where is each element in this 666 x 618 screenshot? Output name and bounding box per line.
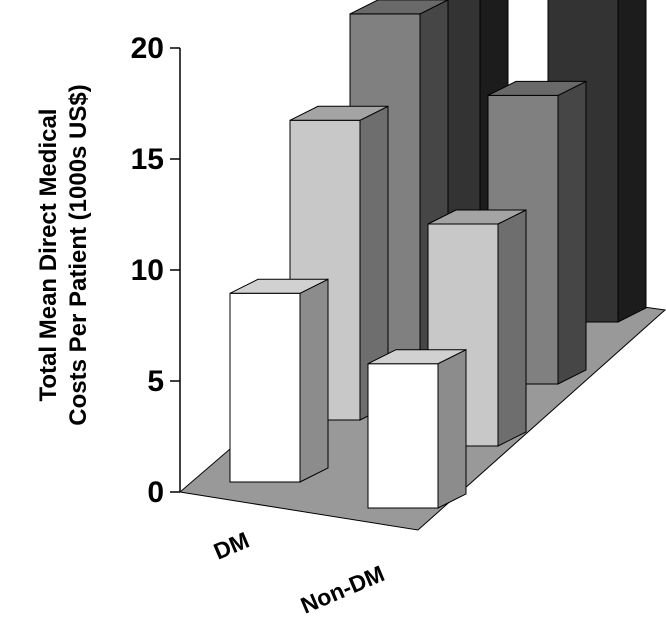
y-tick-label: 5 [147,365,164,398]
y-tick-label: 0 [147,476,164,509]
bar-top [427,209,527,225]
bar [229,278,329,483]
bar-top [367,349,467,365]
category-label-dm: DM [210,527,253,565]
y-tick-label: 20 [131,32,164,65]
y-axis: 0 5 10 15 20 [131,32,181,509]
y-axis-title: Total Mean Direct Medical Costs Per Pati… [35,84,92,425]
category-labels: DM Non-DM [210,527,388,618]
bars [229,0,647,509]
bar-side [617,0,647,323]
bar-side [437,348,467,509]
bar-front [367,363,439,509]
bar-top [349,0,449,15]
bar-side [497,209,527,447]
bar-side [557,80,587,385]
y-axis-title-line-2: Costs Per Patient (1000s US$) [65,84,92,425]
bar-top [487,80,587,96]
bar-front [229,292,301,483]
y-tick-label: 10 [131,254,164,287]
bar-top [229,278,329,294]
bar [367,348,467,509]
bar-top [289,105,389,121]
category-label-non-dm: Non-DM [297,560,388,618]
y-axis-title-line-1: Total Mean Direct Medical [35,109,62,402]
y-tick-label: 15 [131,143,164,176]
bar-side [299,278,329,483]
